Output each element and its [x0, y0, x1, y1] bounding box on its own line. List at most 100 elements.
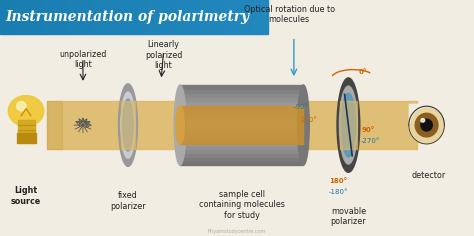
Bar — [203, 0, 206, 34]
Bar — [150, 0, 153, 34]
Bar — [164, 0, 166, 34]
Ellipse shape — [339, 86, 357, 164]
Ellipse shape — [118, 84, 137, 166]
Bar — [238, 0, 241, 34]
Bar — [64, 0, 67, 34]
Bar — [46, 0, 48, 34]
Bar — [16, 0, 19, 34]
Bar — [180, 0, 182, 34]
Bar — [241, 0, 244, 34]
Text: Instrumentation of polarimetry: Instrumentation of polarimetry — [6, 10, 250, 24]
Bar — [233, 0, 236, 34]
Bar — [244, 0, 246, 34]
Bar — [78, 0, 80, 34]
Ellipse shape — [121, 92, 135, 158]
Bar — [180, 85, 303, 89]
Bar — [88, 0, 91, 34]
Bar — [180, 109, 303, 113]
Bar — [201, 0, 203, 34]
Bar — [118, 0, 120, 34]
Bar — [180, 97, 303, 101]
Bar — [37, 0, 40, 34]
Bar — [115, 0, 118, 34]
Text: -90°: -90° — [294, 104, 309, 110]
Bar — [180, 106, 303, 144]
Bar — [24, 0, 27, 34]
Bar — [214, 0, 217, 34]
Bar — [340, 101, 357, 149]
Text: 180°: 180° — [329, 177, 347, 184]
Bar — [190, 0, 193, 34]
Bar — [43, 0, 46, 34]
Bar — [180, 101, 303, 105]
Bar — [35, 0, 37, 34]
Bar — [91, 0, 94, 34]
Bar — [166, 0, 169, 34]
Bar — [185, 0, 187, 34]
Bar — [139, 0, 142, 34]
Bar — [180, 153, 303, 157]
Bar — [180, 149, 303, 153]
Bar — [32, 0, 35, 34]
Bar — [99, 0, 102, 34]
Bar — [252, 0, 255, 34]
Bar — [75, 0, 78, 34]
Bar — [180, 141, 303, 145]
Bar — [195, 0, 198, 34]
Bar — [228, 0, 230, 34]
Bar — [48, 0, 51, 34]
Bar — [180, 157, 303, 161]
Bar — [73, 0, 75, 34]
Bar — [161, 0, 164, 34]
Bar — [236, 0, 238, 34]
Bar — [107, 0, 110, 34]
Bar — [121, 101, 135, 149]
Text: sample cell
containing molecules
for study: sample cell containing molecules for stu… — [199, 190, 285, 220]
Bar — [219, 0, 222, 34]
Text: movable
polarizer: movable polarizer — [330, 206, 366, 226]
Bar — [180, 117, 303, 121]
Bar — [180, 129, 303, 133]
Bar — [70, 0, 73, 34]
Ellipse shape — [341, 93, 356, 157]
Bar — [211, 0, 214, 34]
Bar — [67, 0, 70, 34]
Bar — [29, 0, 32, 34]
Text: unpolarized
light: unpolarized light — [59, 50, 107, 69]
Bar — [126, 0, 128, 34]
Bar — [86, 0, 88, 34]
Bar — [17, 133, 36, 143]
Bar — [142, 0, 145, 34]
Bar — [257, 0, 260, 34]
Bar — [180, 93, 303, 97]
Bar — [180, 113, 303, 117]
Bar — [120, 0, 123, 34]
Bar — [222, 0, 225, 34]
Bar — [180, 133, 303, 137]
Bar — [206, 0, 209, 34]
Bar — [94, 0, 96, 34]
Bar — [265, 0, 268, 34]
Bar — [80, 0, 83, 34]
Bar — [180, 125, 303, 129]
Bar — [47, 101, 417, 149]
Bar — [180, 137, 303, 141]
Ellipse shape — [17, 101, 26, 111]
Ellipse shape — [421, 119, 432, 131]
Bar — [180, 105, 303, 109]
Bar — [18, 120, 35, 135]
Bar — [255, 0, 257, 34]
Bar — [11, 0, 13, 34]
Ellipse shape — [297, 85, 309, 165]
Text: -270°: -270° — [360, 138, 380, 144]
Ellipse shape — [9, 96, 44, 126]
Text: 90°: 90° — [362, 127, 375, 133]
Ellipse shape — [409, 106, 444, 144]
Bar — [0, 0, 3, 34]
Ellipse shape — [176, 106, 184, 144]
Bar — [62, 0, 64, 34]
Bar — [21, 0, 24, 34]
Text: detector: detector — [412, 171, 446, 180]
Bar — [27, 0, 29, 34]
Bar — [54, 0, 56, 34]
